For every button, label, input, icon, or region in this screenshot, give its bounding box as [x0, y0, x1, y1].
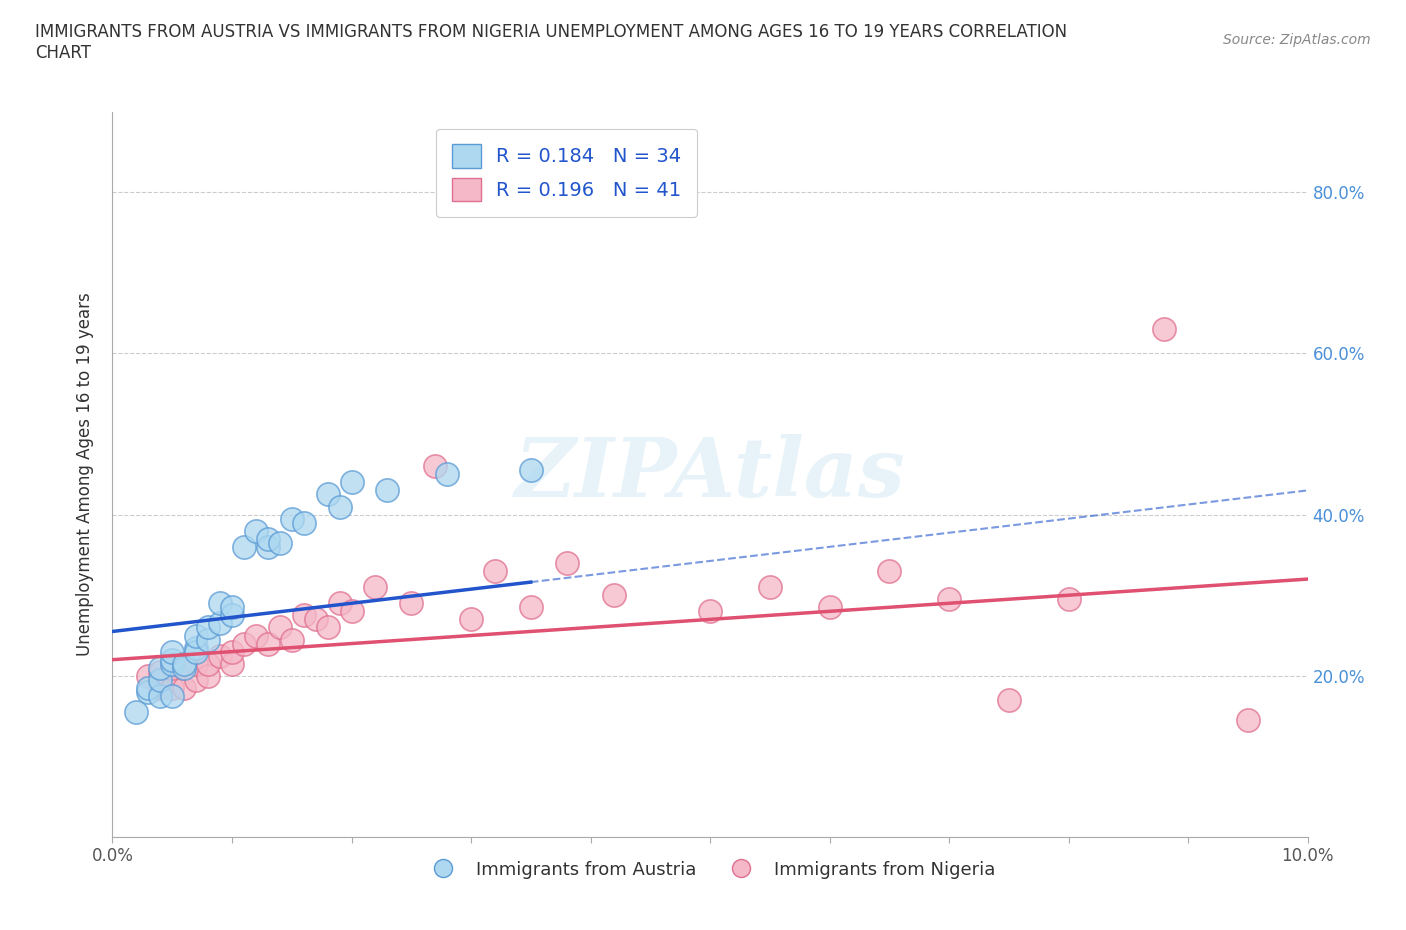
- Point: [162, 644, 183, 659]
- Point: [257, 636, 280, 651]
- Point: [1237, 712, 1260, 727]
- Legend: Immigrants from Austria, Immigrants from Nigeria: Immigrants from Austria, Immigrants from…: [418, 854, 1002, 886]
- Point: [555, 555, 578, 570]
- Point: [173, 660, 195, 675]
- Point: [329, 596, 352, 611]
- Point: [329, 499, 352, 514]
- Point: [257, 539, 280, 554]
- Point: [364, 579, 387, 594]
- Point: [149, 688, 172, 703]
- Point: [186, 657, 208, 671]
- Point: [401, 596, 423, 611]
- Point: [281, 512, 304, 526]
- Point: [149, 672, 172, 687]
- Point: [998, 693, 1021, 708]
- Point: [603, 588, 626, 603]
- Point: [269, 536, 291, 551]
- Point: [233, 636, 256, 651]
- Point: [221, 657, 243, 671]
- Point: [162, 688, 183, 703]
- Point: [233, 539, 256, 554]
- Point: [245, 628, 267, 643]
- Point: [186, 628, 208, 643]
- Point: [138, 681, 160, 696]
- Point: [1153, 322, 1175, 337]
- Point: [938, 591, 960, 606]
- Point: [460, 612, 482, 627]
- Point: [186, 644, 208, 659]
- Y-axis label: Unemployment Among Ages 16 to 19 years: Unemployment Among Ages 16 to 19 years: [76, 292, 94, 657]
- Point: [138, 684, 160, 699]
- Text: ZIPAtlas: ZIPAtlas: [515, 434, 905, 514]
- Point: [186, 640, 208, 655]
- Point: [281, 632, 304, 647]
- Point: [292, 515, 315, 530]
- Point: [879, 564, 901, 578]
- Point: [173, 681, 195, 696]
- Point: [125, 705, 148, 720]
- Point: [162, 681, 183, 696]
- Point: [520, 600, 543, 615]
- Point: [425, 458, 447, 473]
- Point: [173, 657, 195, 671]
- Point: [162, 657, 183, 671]
- Point: [520, 463, 543, 478]
- Point: [818, 600, 841, 615]
- Point: [149, 664, 172, 679]
- Point: [209, 616, 232, 631]
- Point: [221, 608, 243, 623]
- Point: [197, 669, 219, 684]
- Point: [162, 652, 183, 667]
- Point: [257, 531, 280, 546]
- Point: [377, 483, 399, 498]
- Point: [197, 632, 219, 647]
- Point: [149, 660, 172, 675]
- Point: [245, 524, 267, 538]
- Point: [221, 600, 243, 615]
- Point: [269, 620, 291, 635]
- Point: [759, 579, 782, 594]
- Point: [340, 475, 363, 490]
- Point: [209, 648, 232, 663]
- Point: [1057, 591, 1080, 606]
- Point: [316, 620, 339, 635]
- Point: [149, 681, 172, 696]
- Point: [209, 596, 232, 611]
- Point: [162, 660, 183, 675]
- Point: [197, 620, 219, 635]
- Point: [484, 564, 506, 578]
- Point: [436, 467, 458, 482]
- Point: [138, 669, 160, 684]
- Point: [292, 608, 315, 623]
- Point: [221, 644, 243, 659]
- Text: Source: ZipAtlas.com: Source: ZipAtlas.com: [1223, 33, 1371, 46]
- Point: [173, 660, 195, 675]
- Point: [699, 604, 721, 618]
- Point: [316, 487, 339, 502]
- Text: IMMIGRANTS FROM AUSTRIA VS IMMIGRANTS FROM NIGERIA UNEMPLOYMENT AMONG AGES 16 TO: IMMIGRANTS FROM AUSTRIA VS IMMIGRANTS FR…: [35, 23, 1067, 62]
- Point: [340, 604, 363, 618]
- Point: [305, 612, 328, 627]
- Point: [197, 657, 219, 671]
- Point: [186, 672, 208, 687]
